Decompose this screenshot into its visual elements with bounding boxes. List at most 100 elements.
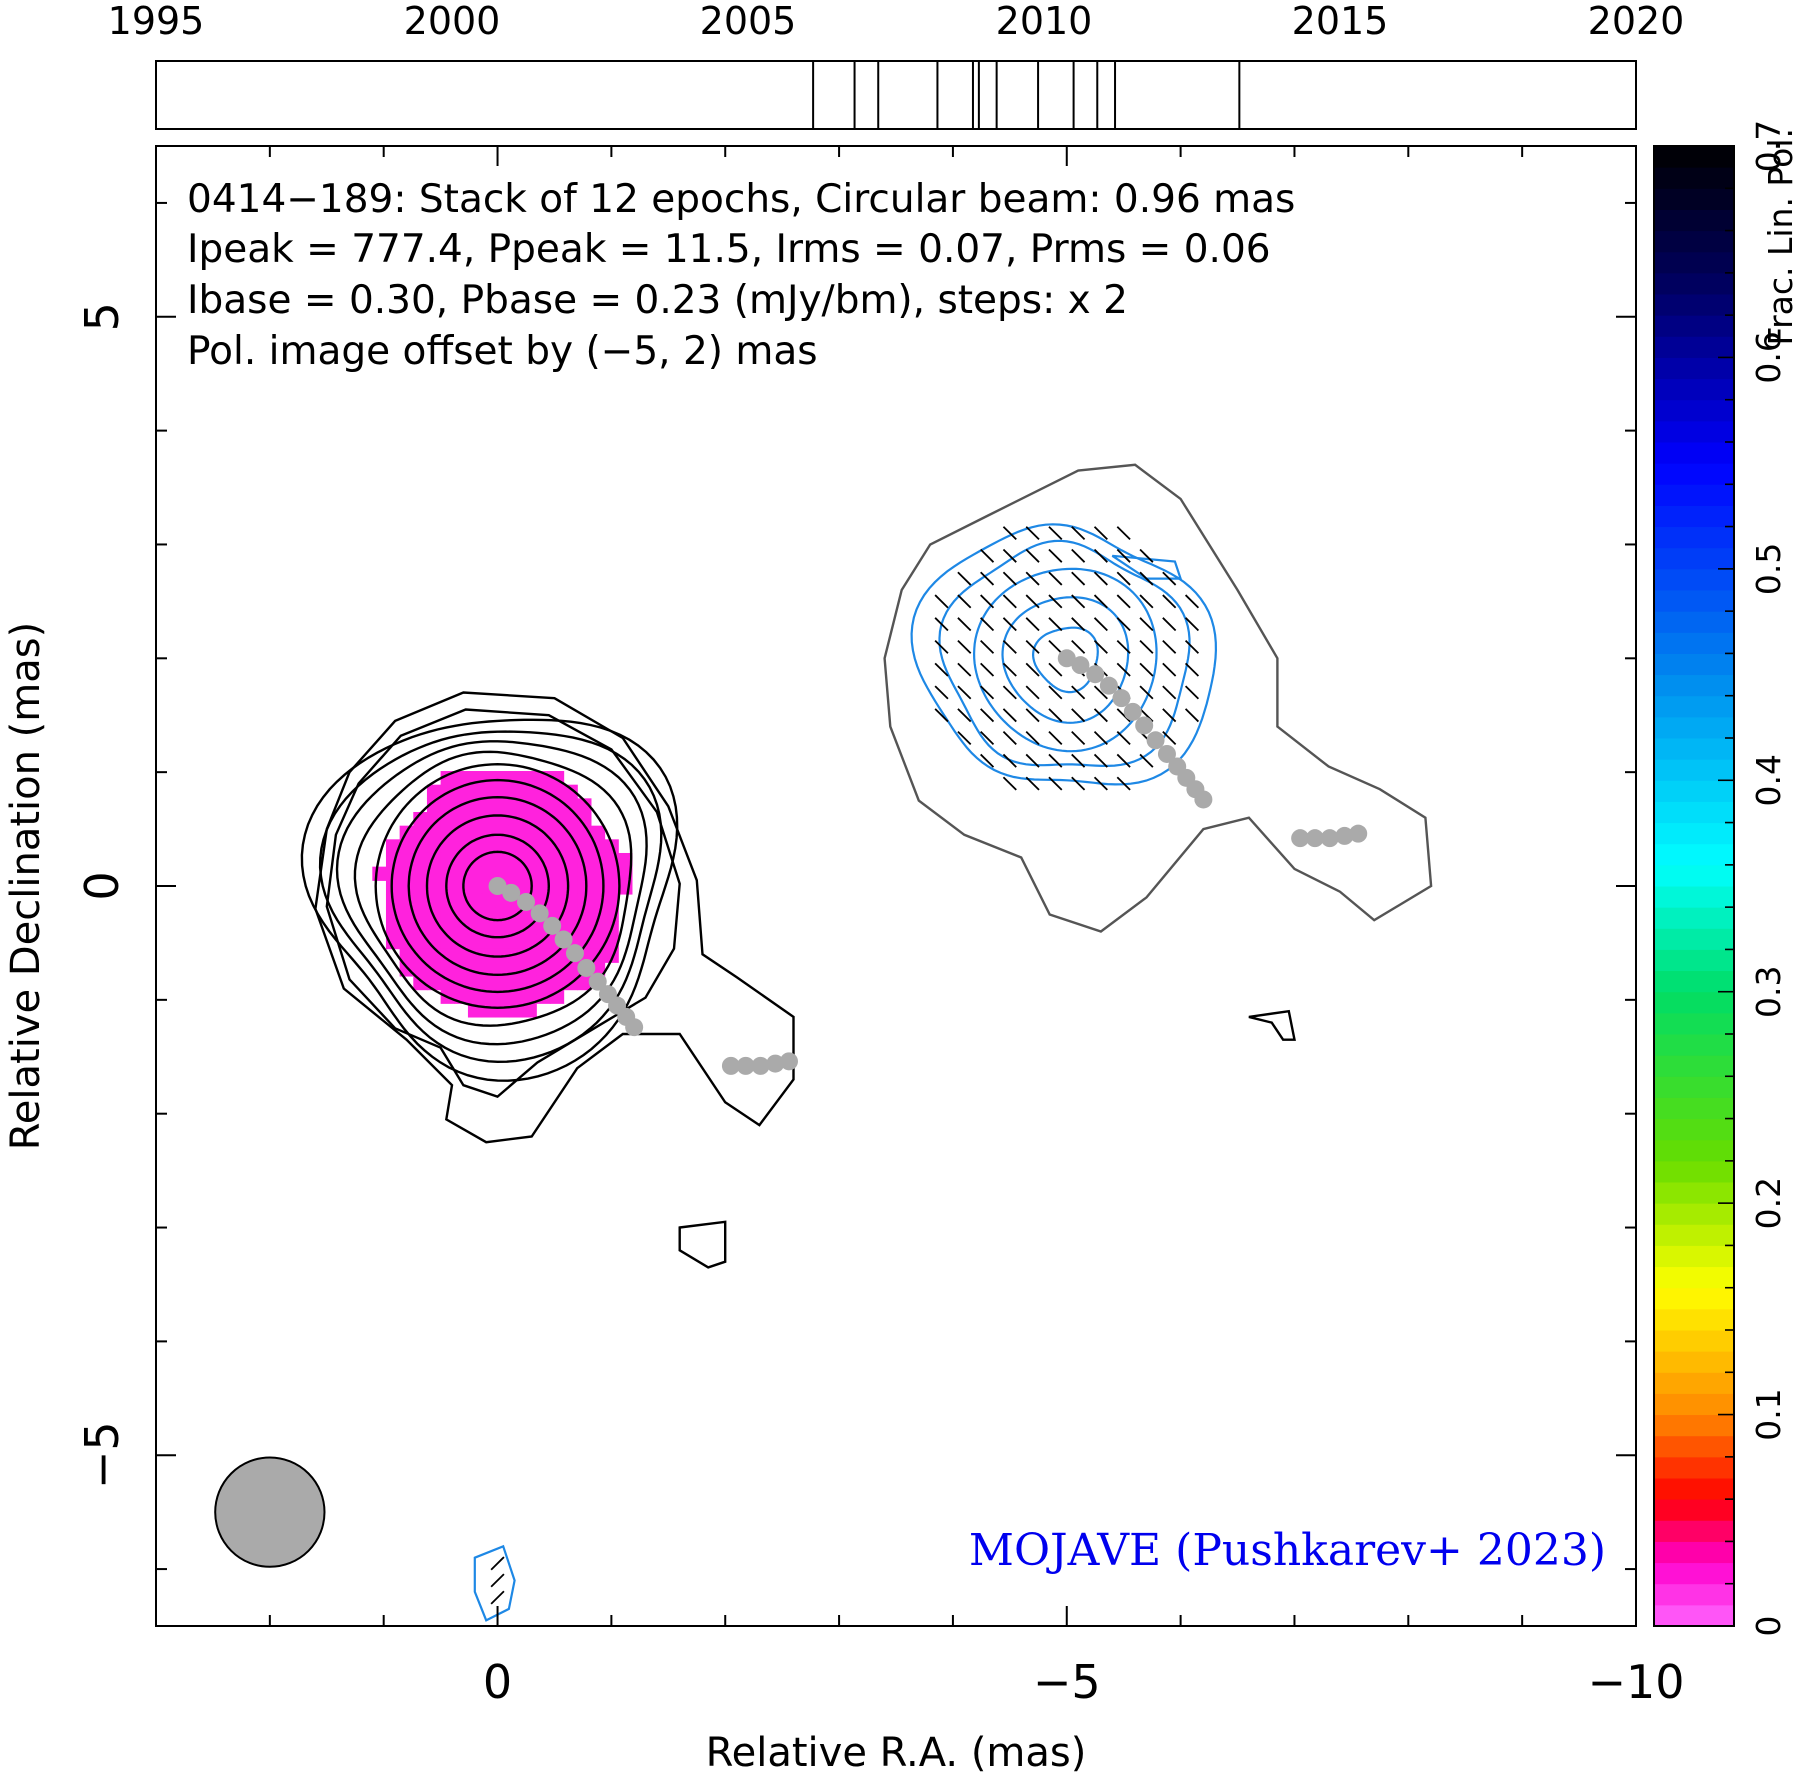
frac-pol-pixel <box>481 1003 496 1018</box>
frac-pol-pixel <box>604 893 619 909</box>
frac-pol-pixel <box>467 921 483 936</box>
colorbar-tick-labels: 0 0.1 0.2 0.3 0.4 0.5 0.6 0.7 <box>1749 120 1788 1637</box>
frac-pol-pixel <box>495 825 510 840</box>
ridge-point <box>1305 829 1324 848</box>
ridge-point <box>1349 824 1368 843</box>
evpa-tick <box>1025 594 1040 609</box>
evpa-tick <box>1116 548 1131 563</box>
frac-pol-pixel <box>399 907 414 922</box>
colorbar-band <box>1654 526 1734 549</box>
evpa-tick <box>1071 571 1086 586</box>
frac-pol-pixel <box>454 852 469 868</box>
evpa-tick <box>1071 753 1086 768</box>
frac-pol-pixel <box>413 948 428 963</box>
ridge-point <box>1335 826 1354 845</box>
colorbar-band <box>1654 928 1734 950</box>
colorbar-band <box>1654 568 1734 591</box>
stokes-i-outer-contour <box>314 691 795 1144</box>
colorbar-band <box>1654 822 1734 845</box>
ridge-point <box>1146 731 1165 750</box>
evpa-tick <box>1093 685 1108 700</box>
colorbar-tick-label: 0.2 <box>1749 1177 1788 1229</box>
timeline-tick-label: 2005 <box>700 0 797 43</box>
map-panel: 0414−189: Stack of 12 epochs, Circular b… <box>3 145 1685 1776</box>
frac-pol-pixel <box>508 975 524 991</box>
ridge-point <box>721 1056 740 1075</box>
evpa-tick <box>490 1590 505 1605</box>
evpa-tick <box>1002 708 1017 723</box>
colorbar-band <box>1654 1287 1734 1310</box>
colorbar-band <box>1654 420 1734 443</box>
colorbar-band <box>1654 1604 1734 1626</box>
frac-pol-pixel <box>590 825 606 840</box>
colorbar-band <box>1654 1076 1734 1098</box>
colorbar-band <box>1654 1520 1734 1542</box>
evpa-tick <box>1071 708 1086 723</box>
frac-pol-pixel <box>522 989 537 1004</box>
evpa-tick <box>1093 617 1108 632</box>
colorbar-label: Frac. Lin. Pol. <box>1761 128 1800 346</box>
y-tick-label: 5 <box>75 302 129 331</box>
frac-pol-pixel <box>563 852 578 868</box>
frac-pol-pixel <box>385 934 401 950</box>
evpa-tick <box>980 685 995 700</box>
stokes-i-contour <box>390 778 605 994</box>
colorbar-band <box>1654 1308 1734 1331</box>
frac-pol-pixel <box>549 866 565 881</box>
frac-pol-pixel <box>522 948 537 963</box>
colorbar-band <box>1654 1097 1734 1120</box>
frac-pol-pixel <box>536 934 551 950</box>
frac-pol-pixel <box>563 798 578 813</box>
colorbar-tick-label: 0.6 <box>1749 331 1788 383</box>
evpa-tick <box>1071 526 1086 541</box>
frac-pol-pixel <box>577 934 592 950</box>
colorbar-band <box>1654 780 1734 802</box>
frac-pol-pixel <box>536 962 551 977</box>
colorbar-tick-label: 0.4 <box>1749 754 1788 806</box>
frac-pol-pixel <box>413 893 428 909</box>
evpa-tick <box>1116 639 1131 654</box>
ridge-point <box>1123 702 1142 721</box>
colorbar-band <box>1654 230 1734 253</box>
colorbar-band <box>1654 716 1734 739</box>
evpa-tick <box>1162 662 1177 677</box>
evpa-tick <box>1071 639 1086 654</box>
evpa-tick <box>1116 776 1131 791</box>
y-tick-label: 0 <box>75 871 129 900</box>
evpa-tick <box>1139 571 1154 586</box>
stokes-i-contour <box>300 718 679 1082</box>
frac-pol-pixel <box>467 989 483 1004</box>
colorbar-band <box>1654 1583 1734 1606</box>
timeline-tick-label: 1995 <box>108 0 205 43</box>
evpa-tick <box>1162 708 1177 723</box>
colorbar-band <box>1654 991 1734 1014</box>
ridge-point <box>1086 665 1105 684</box>
ridge-point <box>543 916 562 935</box>
evpa-tick <box>1162 731 1177 745</box>
stokes-i-contour <box>407 795 588 977</box>
frac-pol-pixel <box>536 812 551 827</box>
evpa-tick <box>1116 617 1131 632</box>
frac-pol-pixel <box>495 962 510 977</box>
evpa-tick <box>1048 548 1063 563</box>
evpa-tick <box>1093 594 1108 609</box>
evpa-tick <box>1093 708 1108 723</box>
timeline-tick-label: 2010 <box>996 0 1093 43</box>
frac-pol-pixel <box>413 907 428 922</box>
evpa-tick <box>1093 753 1108 768</box>
frac-pol-pixel <box>467 880 483 895</box>
evpa-tick <box>1116 662 1131 677</box>
evpa-tick <box>957 639 972 654</box>
frac-pol-pixel <box>522 784 537 799</box>
frac-pol-pixel <box>522 852 537 868</box>
frac-pol-pixel <box>440 975 455 991</box>
evpa-tick <box>1184 617 1200 632</box>
frac-pol-pixel <box>481 866 496 881</box>
evpa-tick <box>1071 594 1086 609</box>
timeline-frame <box>155 60 1637 130</box>
colorbar-band <box>1654 251 1734 274</box>
frac-pol-pixel <box>508 934 524 950</box>
frac-pol-pixel <box>549 962 565 977</box>
ridge-point <box>565 944 584 963</box>
